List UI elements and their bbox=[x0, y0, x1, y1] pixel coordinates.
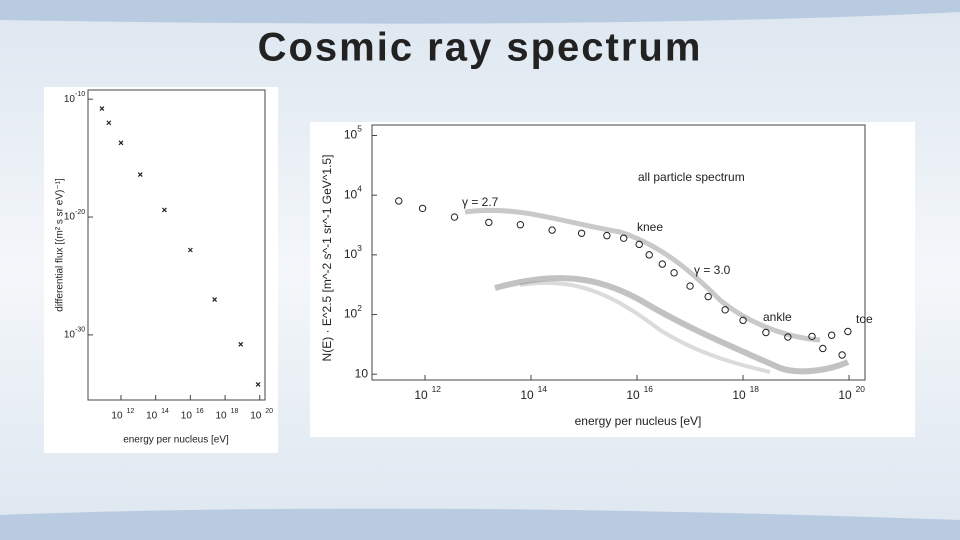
data-point bbox=[450, 213, 459, 221]
tick-label-exponent: 3 bbox=[357, 243, 362, 253]
tick-label-exponent: 18 bbox=[750, 384, 760, 394]
tick-label: 10 bbox=[355, 366, 369, 380]
data-point bbox=[577, 229, 586, 237]
data-point bbox=[137, 172, 143, 178]
tick-label: 10 bbox=[250, 411, 262, 422]
data-point bbox=[106, 120, 112, 126]
plot-frame bbox=[87, 89, 266, 401]
data-point bbox=[418, 204, 427, 213]
tick-label: 10 bbox=[626, 388, 640, 402]
data-point bbox=[808, 332, 816, 341]
data-point bbox=[645, 251, 653, 259]
tick-label: 10 bbox=[64, 94, 76, 105]
annotation: γ = 2.7 bbox=[462, 195, 499, 209]
tick-label: 10 bbox=[520, 388, 534, 402]
tick-label: 10 bbox=[64, 330, 76, 341]
tick-label-exponent: -20 bbox=[75, 209, 85, 216]
tick-label-exponent: 20 bbox=[265, 408, 273, 415]
spectrum-band bbox=[494, 275, 850, 375]
tick-label: 10 bbox=[64, 212, 76, 223]
tick-label: 10 bbox=[732, 388, 746, 402]
tick-label-exponent: 5 bbox=[357, 124, 362, 134]
tick-label-exponent: 12 bbox=[432, 384, 442, 394]
tick-label: 10 bbox=[838, 388, 852, 402]
tick-label-exponent: -30 bbox=[75, 327, 85, 334]
data-point bbox=[784, 333, 792, 341]
tick-label: 10 bbox=[344, 128, 358, 142]
data-point bbox=[603, 231, 611, 240]
annotation: ankle bbox=[763, 310, 792, 324]
data-point bbox=[762, 328, 770, 337]
data-point bbox=[739, 316, 747, 325]
tick-label: 10 bbox=[216, 411, 228, 422]
chart-panel bbox=[310, 122, 915, 437]
y-axis-label: differential flux [(m² s sr eV)⁻¹] bbox=[55, 178, 66, 312]
slide-title: Cosmic ray spectrum bbox=[258, 26, 703, 70]
tick-label-exponent: 4 bbox=[357, 183, 362, 193]
data-point bbox=[548, 226, 556, 234]
tick-label-exponent: -10 bbox=[75, 91, 85, 98]
tick-label-exponent: 14 bbox=[161, 408, 169, 415]
bottom-band bbox=[0, 508, 960, 540]
data-point bbox=[255, 381, 261, 387]
tick-label-exponent: 12 bbox=[126, 408, 134, 415]
data-point bbox=[395, 197, 403, 205]
tick-label-exponent: 14 bbox=[538, 384, 548, 394]
data-point bbox=[485, 218, 493, 227]
data-point bbox=[619, 234, 628, 242]
tick-label: 10 bbox=[344, 307, 358, 321]
tick-label-exponent: 20 bbox=[856, 384, 866, 394]
data-point bbox=[238, 341, 244, 347]
tick-label: 10 bbox=[414, 388, 428, 402]
data-point bbox=[187, 247, 193, 253]
annotation: all particle spectrum bbox=[638, 170, 745, 184]
annotation: toe bbox=[856, 312, 873, 326]
data-point bbox=[635, 240, 643, 249]
plot-frame bbox=[371, 124, 866, 381]
tick-label-exponent: 16 bbox=[196, 408, 204, 415]
data-point bbox=[670, 269, 678, 277]
tick-label: 10 bbox=[111, 411, 123, 422]
tick-label: 10 bbox=[181, 411, 193, 422]
data-point bbox=[819, 344, 827, 353]
tick-label-exponent: 2 bbox=[357, 303, 362, 313]
tick-label-exponent: 16 bbox=[644, 384, 654, 394]
data-point bbox=[844, 327, 852, 336]
x-axis-label: energy per nucleus [eV] bbox=[575, 414, 702, 428]
data-point bbox=[516, 221, 525, 229]
x-axis-label: energy per nucleus [eV] bbox=[123, 435, 229, 446]
tick-label-exponent: 18 bbox=[231, 408, 239, 415]
chart-panel bbox=[44, 87, 278, 453]
data-point bbox=[704, 292, 712, 301]
top-band bbox=[0, 0, 960, 24]
data-point bbox=[827, 331, 836, 339]
data-point bbox=[99, 106, 105, 111]
tick-label: 10 bbox=[146, 411, 158, 422]
tick-label: 10 bbox=[344, 247, 358, 261]
data-point bbox=[838, 351, 846, 359]
data-point bbox=[658, 260, 667, 268]
data-point bbox=[118, 140, 124, 146]
tick-label: 10 bbox=[344, 187, 358, 201]
data-point bbox=[686, 282, 694, 290]
data-point bbox=[212, 297, 218, 302]
data-point bbox=[162, 207, 167, 213]
annotation: γ = 3.0 bbox=[694, 263, 731, 277]
data-point bbox=[721, 306, 729, 314]
y-axis-label: N(E) · E^2.5 [m^-2 s^-1 sr^-1 GeV^1.5] bbox=[320, 155, 334, 362]
annotation: knee bbox=[637, 220, 663, 234]
spectrum-band bbox=[464, 207, 821, 343]
spectrum-band bbox=[519, 280, 771, 374]
